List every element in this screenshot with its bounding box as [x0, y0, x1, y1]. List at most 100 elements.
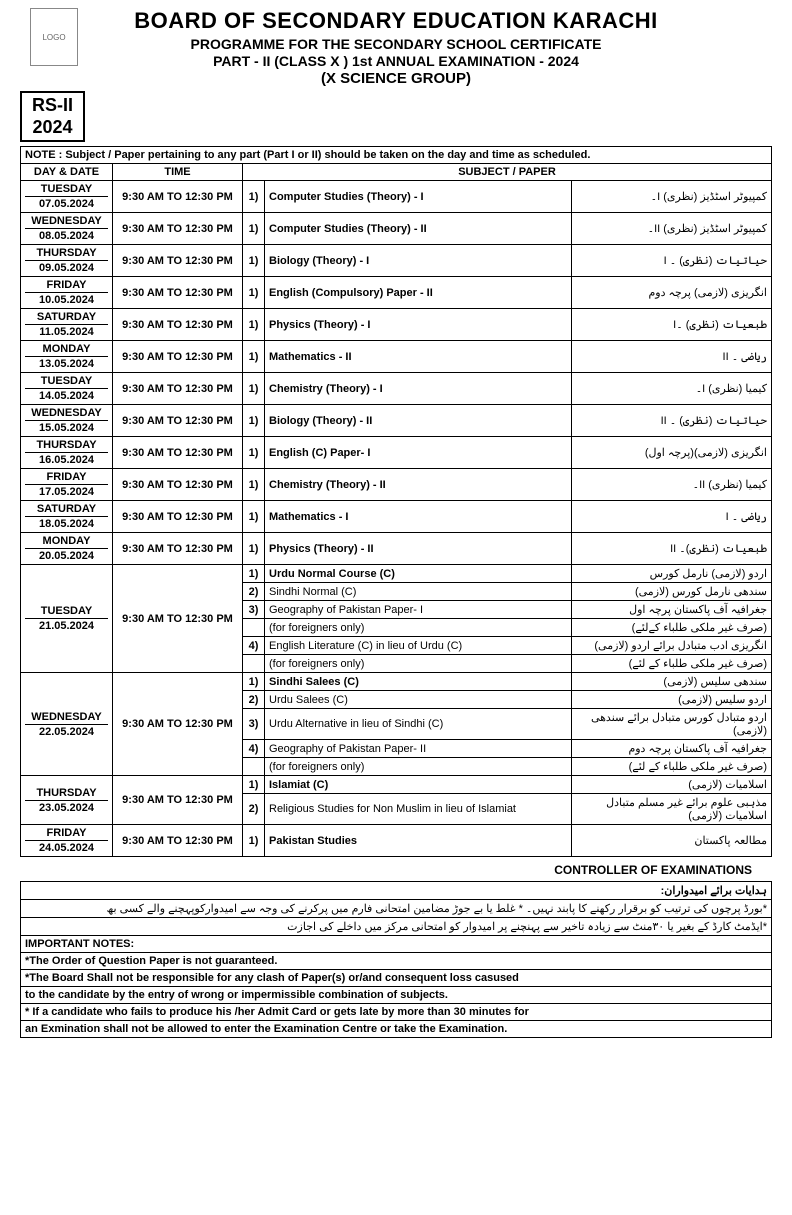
table-row: WEDNESDAY22.05.20249:30 AM TO 12:30 PM1)…: [21, 673, 772, 691]
time-cell: 9:30 AM TO 12:30 PM: [113, 309, 243, 341]
subject-urdu: (صرف غیر ملکی طلباء کے لئے): [572, 758, 772, 776]
subject-urdu: سندھی سلیس (لازمی): [572, 673, 772, 691]
col-time: TIME: [113, 164, 243, 181]
subject-english: Chemistry (Theory) - II: [265, 469, 572, 501]
subject-urdu: کیمیا (نظری) I۔: [572, 373, 772, 405]
table-row: TUESDAY21.05.20249:30 AM TO 12:30 PM1)Ur…: [21, 565, 772, 583]
table-row: SATURDAY18.05.20249:30 AM TO 12:30 PM1)M…: [21, 501, 772, 533]
subject-english: English (Compulsory) Paper - II: [265, 277, 572, 309]
time-cell: 9:30 AM TO 12:30 PM: [113, 533, 243, 565]
day-date-cell: WEDNESDAY15.05.2024: [21, 405, 113, 437]
col-daydate: DAY & DATE: [21, 164, 113, 181]
day-date-cell: MONDAY20.05.2024: [21, 533, 113, 565]
subject-urdu: حیاتیات (نظری) ۔ I: [572, 245, 772, 277]
subject-urdu: (صرف غیر ملکی طلباء کےلئے): [572, 619, 772, 637]
subject-english: Biology (Theory) - I: [265, 245, 572, 277]
subject-english: Sindhi Normal (C): [265, 583, 572, 601]
exam-schedule-page: LOGO BOARD OF SECONDARY EDUCATION KARACH…: [0, 0, 792, 1058]
rs-box: RS-II 2024: [20, 91, 85, 142]
table-row: WEDNESDAY08.05.20249:30 AM TO 12:30 PM1)…: [21, 213, 772, 245]
subject-english: English (C) Paper- I: [265, 437, 572, 469]
day-date-cell: TUESDAY07.05.2024: [21, 181, 113, 213]
subject-urdu: اردو (لازمی) نارمل کورس: [572, 565, 772, 583]
paper-number: 1): [243, 213, 265, 245]
subject-urdu: طبعیات (نظری)۔ II: [572, 533, 772, 565]
subject-urdu: جغرافیہ آف پاکستان پرچہ دوم: [572, 740, 772, 758]
subject-english: Pakistan Studies: [265, 825, 572, 857]
rs-code: RS-II: [32, 95, 73, 117]
paper-number: 2): [243, 691, 265, 709]
paper-number: 1): [243, 437, 265, 469]
subject-english: (for foreigners only): [265, 655, 572, 673]
day-date-cell: FRIDAY17.05.2024: [21, 469, 113, 501]
col-subject: SUBJECT / PAPER: [243, 164, 772, 181]
paper-number: 2): [243, 583, 265, 601]
subject-english: Geography of Pakistan Paper- II: [265, 740, 572, 758]
time-cell: 9:30 AM TO 12:30 PM: [113, 673, 243, 776]
subject-urdu: انگریزی (لازمی)(پرچہ اول): [572, 437, 772, 469]
important-note-line: to the candidate by the entry of wrong o…: [21, 987, 772, 1004]
day-date-cell: TUESDAY21.05.2024: [21, 565, 113, 673]
programme-line: PROGRAMME FOR THE SECONDARY SCHOOL CERTI…: [20, 36, 772, 52]
paper-number: 1): [243, 776, 265, 794]
board-title: BOARD OF SECONDARY EDUCATION KARACHI: [20, 8, 772, 34]
header-row: DAY & DATE TIME SUBJECT / PAPER: [21, 164, 772, 181]
table-row: THURSDAY16.05.20249:30 AM TO 12:30 PM1)E…: [21, 437, 772, 469]
paper-number: 1): [243, 469, 265, 501]
time-cell: 9:30 AM TO 12:30 PM: [113, 245, 243, 277]
day-date-cell: SATURDAY18.05.2024: [21, 501, 113, 533]
paper-number: 1): [243, 565, 265, 583]
paper-number: 1): [243, 309, 265, 341]
subject-english: Physics (Theory) - II: [265, 533, 572, 565]
day-date-cell: SATURDAY11.05.2024: [21, 309, 113, 341]
subject-english: Islamiat (C): [265, 776, 572, 794]
subject-urdu: سندھی نارمل کورس (لازمی): [572, 583, 772, 601]
subject-english: Sindhi Salees (C): [265, 673, 572, 691]
subject-urdu: طبعیات (نظری) ۔I: [572, 309, 772, 341]
subject-english: Urdu Normal Course (C): [265, 565, 572, 583]
part-line: PART - II (CLASS X ) 1st ANNUAL EXAMINAT…: [20, 53, 772, 69]
subject-english: (for foreigners only): [265, 619, 572, 637]
time-cell: 9:30 AM TO 12:30 PM: [113, 181, 243, 213]
subject-english: Urdu Alternative in lieu of Sindhi (C): [265, 709, 572, 740]
paper-number: 1): [243, 405, 265, 437]
important-note-line: an Exmination shall not be allowed to en…: [21, 1021, 772, 1038]
subject-english: English Literature (C) in lieu of Urdu (…: [265, 637, 572, 655]
subject-english: Mathematics - II: [265, 341, 572, 373]
subject-english: Biology (Theory) - II: [265, 405, 572, 437]
subject-urdu: اسلامیات (لازمی): [572, 776, 772, 794]
time-cell: 9:30 AM TO 12:30 PM: [113, 405, 243, 437]
paper-number: 1): [243, 277, 265, 309]
important-note-line: * If a candidate who fails to produce hi…: [21, 1004, 772, 1021]
paper-number: 1): [243, 825, 265, 857]
paper-number: 3): [243, 709, 265, 740]
table-row: TUESDAY14.05.20249:30 AM TO 12:30 PM1)Ch…: [21, 373, 772, 405]
important-notes-label: IMPORTANT NOTES:: [21, 936, 772, 953]
table-row: MONDAY13.05.20249:30 AM TO 12:30 PM1)Mat…: [21, 341, 772, 373]
time-cell: 9:30 AM TO 12:30 PM: [113, 213, 243, 245]
subject-english: Chemistry (Theory) - I: [265, 373, 572, 405]
day-date-cell: WEDNESDAY08.05.2024: [21, 213, 113, 245]
day-date-cell: THURSDAY23.05.2024: [21, 776, 113, 825]
day-date-cell: THURSDAY16.05.2024: [21, 437, 113, 469]
time-cell: 9:30 AM TO 12:30 PM: [113, 776, 243, 825]
note-text: NOTE : Subject / Paper pertaining to any…: [21, 147, 772, 164]
subject-english: Urdu Salees (C): [265, 691, 572, 709]
paper-number: 1): [243, 181, 265, 213]
paper-number: 1): [243, 501, 265, 533]
subject-english: (for foreigners only): [265, 758, 572, 776]
paper-number: [243, 655, 265, 673]
paper-number: 1): [243, 673, 265, 691]
table-row: TUESDAY07.05.20249:30 AM TO 12:30 PM1)Co…: [21, 181, 772, 213]
paper-number: 3): [243, 601, 265, 619]
board-logo: LOGO: [30, 8, 78, 66]
time-cell: 9:30 AM TO 12:30 PM: [113, 565, 243, 673]
day-date-cell: THURSDAY09.05.2024: [21, 245, 113, 277]
subject-urdu: (صرف غیر ملکی طلباء کے لئے): [572, 655, 772, 673]
time-cell: 9:30 AM TO 12:30 PM: [113, 825, 243, 857]
day-date-cell: FRIDAY24.05.2024: [21, 825, 113, 857]
day-date-cell: FRIDAY10.05.2024: [21, 277, 113, 309]
subject-english: Computer Studies (Theory) - II: [265, 213, 572, 245]
subject-urdu: حیاتیات (نظری) ۔ II: [572, 405, 772, 437]
time-cell: 9:30 AM TO 12:30 PM: [113, 277, 243, 309]
